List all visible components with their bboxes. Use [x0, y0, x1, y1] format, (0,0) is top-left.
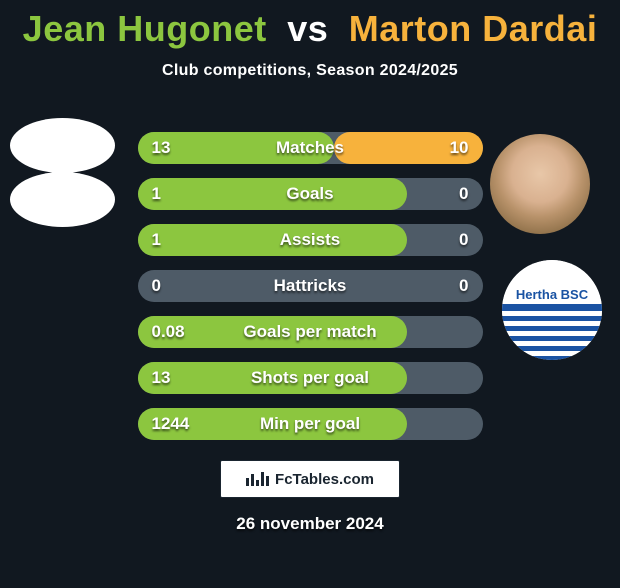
- stat-value-left: 0: [152, 276, 161, 296]
- stat-value-left: 0.08: [152, 322, 185, 342]
- stat-value-right: 10: [450, 138, 469, 158]
- stat-row: Shots per goal13: [138, 362, 483, 394]
- logo-bars-icon: [246, 472, 269, 486]
- title-vs: vs: [287, 8, 328, 49]
- stat-row: Min per goal1244: [138, 408, 483, 440]
- stat-value-right: 0: [459, 230, 468, 250]
- stat-label: Goals per match: [138, 322, 483, 342]
- stat-row: Goals per match0.08: [138, 316, 483, 348]
- comparison-chart: Matches1310Goals10Assists10Hattricks00Go…: [0, 120, 620, 454]
- title-right: Marton Dardai: [349, 8, 598, 49]
- stat-label: Shots per goal: [138, 368, 483, 388]
- stat-value-left: 1244: [152, 414, 190, 434]
- stat-label: Hattricks: [138, 276, 483, 296]
- date: 26 november 2024: [0, 514, 620, 534]
- page-title: Jean Hugonet vs Marton Dardai: [0, 8, 620, 50]
- fctables-logo: FcTables.com: [220, 460, 400, 498]
- title-left: Jean Hugonet: [23, 8, 267, 49]
- stat-value-left: 13: [152, 138, 171, 158]
- stat-label: Assists: [138, 230, 483, 250]
- stat-value-left: 13: [152, 368, 171, 388]
- stat-row: Hattricks0 0: [138, 270, 483, 302]
- stat-value-left: 1: [152, 184, 161, 204]
- stat-row: Assists1 0: [138, 224, 483, 256]
- stat-label: Goals: [138, 184, 483, 204]
- stat-value-left: 1: [152, 230, 161, 250]
- stat-row: Goals1 0: [138, 178, 483, 210]
- stat-value-right: 0: [459, 276, 468, 296]
- logo-text: FcTables.com: [275, 471, 374, 488]
- stat-label: Matches: [138, 138, 483, 158]
- stat-row: Matches13 10: [138, 132, 483, 164]
- subtitle: Club competitions, Season 2024/2025: [0, 62, 620, 80]
- stat-value-right: 0: [459, 184, 468, 204]
